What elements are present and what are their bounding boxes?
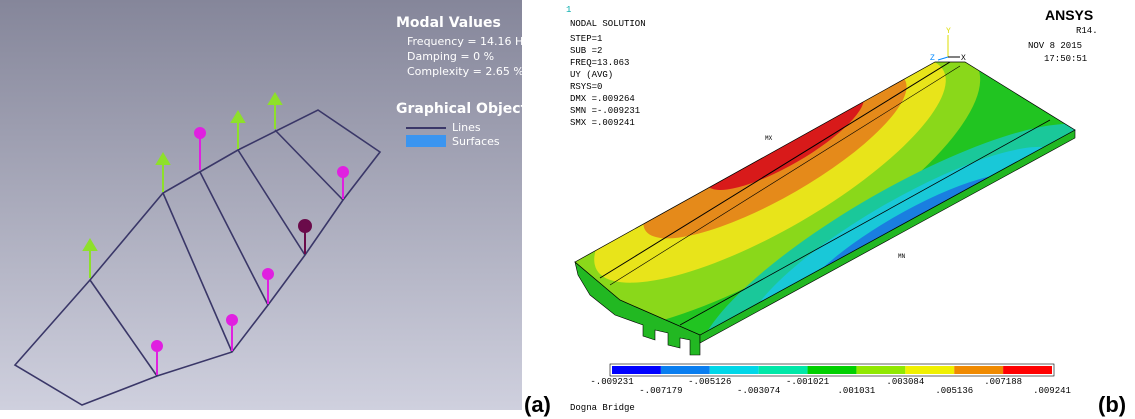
- colorbar-label: .009241: [1033, 386, 1071, 396]
- time: 17:50:51: [1044, 54, 1087, 64]
- colorbar-segment: [710, 366, 759, 374]
- panel-label: (b): [1098, 392, 1126, 417]
- colorbar-label: .005136: [935, 386, 973, 396]
- colorbar-label: .003084: [886, 377, 924, 387]
- info-line: SMX =.009241: [570, 118, 635, 128]
- colorbar-segment: [856, 366, 905, 374]
- panel-label: (a): [524, 392, 551, 417]
- min-marker: MN: [898, 253, 906, 260]
- max-marker: MX: [765, 135, 773, 142]
- colorbar-segment: [954, 366, 1003, 374]
- caption: Dogna Bridge: [570, 403, 635, 413]
- info-line: RSYS=0: [570, 82, 602, 92]
- figure: Modal Values Frequency = 14.16 Hz Dampin…: [0, 0, 1135, 419]
- colorbar-segment: [1003, 366, 1052, 374]
- colorbar: -.009231 -.007179 -.005126 -.003074 -.001021…: [590, 364, 1071, 396]
- info-line: DMX =.009264: [570, 94, 635, 104]
- legend-item: Surfaces: [452, 135, 500, 148]
- colorbar-label: -.007179: [639, 386, 682, 396]
- colorbar-label: -.009231: [590, 377, 633, 387]
- surfaces-swatch: [406, 135, 446, 147]
- info-block: NODAL SOLUTION STEP=1 SUB =2 FREQ=13.063 UY …: [570, 19, 646, 128]
- legend-item: Lines: [452, 121, 481, 134]
- info-line: FREQ=13.063: [570, 58, 629, 68]
- legend-line: Complexity = 2.65 %: [407, 65, 524, 78]
- colorbar-label: -.001021: [786, 377, 829, 387]
- colorbar-label: .001031: [838, 386, 876, 396]
- info-line: SMN =-.009231: [570, 106, 640, 116]
- colorbar-segment: [905, 366, 954, 374]
- brand: ANSYS: [1045, 7, 1093, 23]
- colorbar-segment: [808, 366, 857, 374]
- date: NOV 8 2015: [1028, 41, 1082, 51]
- colorbar-label: .007188: [984, 377, 1022, 387]
- info-line: UY (AVG): [570, 70, 613, 80]
- panel-b: 1 NODAL SOLUTION STEP=1 SUB =2 FREQ=13.063 U…: [503, 0, 1129, 417]
- colorbar-segment: [612, 366, 661, 374]
- colorbar-segment: [661, 366, 710, 374]
- triad: Y Z X: [930, 27, 966, 63]
- info-line: SUB =2: [570, 46, 602, 56]
- colorbar-label: -.003074: [737, 386, 780, 396]
- colorbar-label: -.005126: [688, 377, 731, 387]
- axis-label: Y: [946, 27, 951, 36]
- axis-label: Z: [930, 54, 935, 63]
- legend-title: Modal Values: [396, 15, 501, 31]
- version: R14.: [1076, 26, 1098, 36]
- legend-line: Damping = 0 %: [407, 50, 494, 63]
- axis-label: X: [961, 54, 966, 63]
- panel-a: Modal Values Frequency = 14.16 Hz Dampin…: [0, 0, 536, 410]
- info-line: STEP=1: [570, 34, 602, 44]
- legend-title: Graphical Objects: [396, 101, 536, 117]
- info-line: NODAL SOLUTION: [570, 19, 646, 29]
- legend-line: Frequency = 14.16 Hz: [407, 35, 529, 48]
- colorbar-segment: [759, 366, 808, 374]
- window-number: 1: [566, 5, 571, 15]
